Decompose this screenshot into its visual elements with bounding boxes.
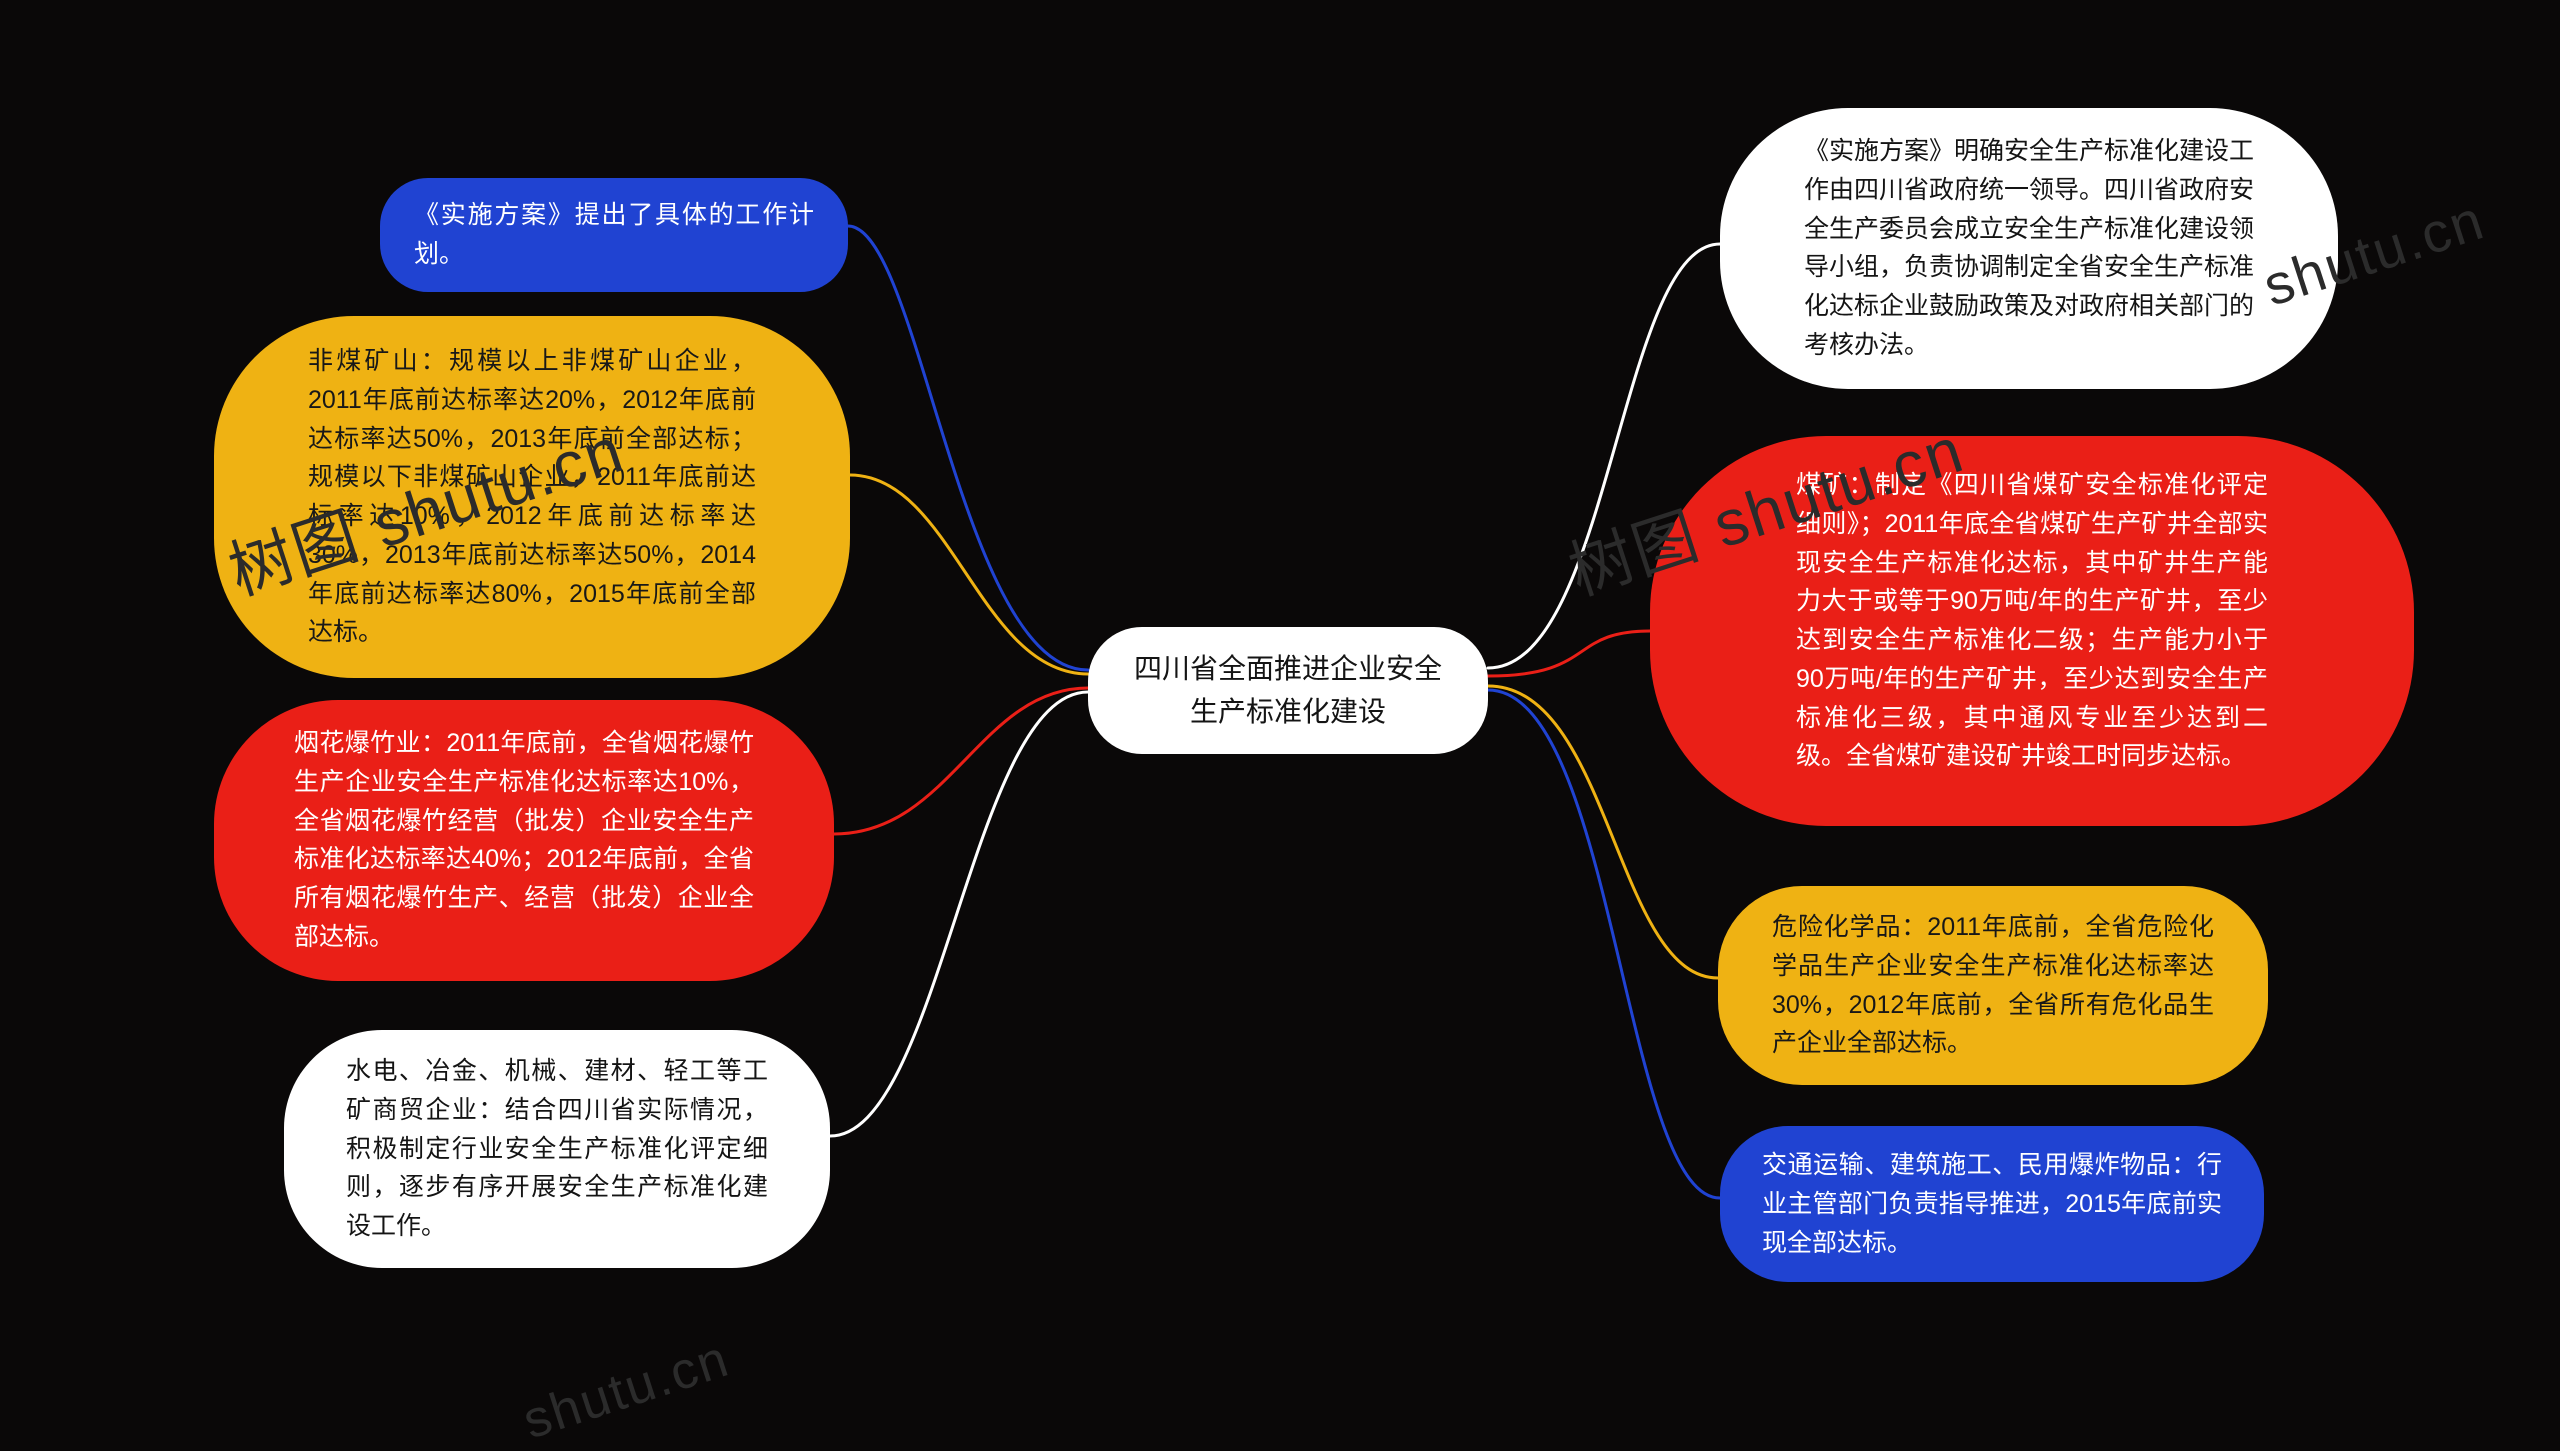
mindmap-node-L4[interactable]: 水电、冶金、机械、建材、轻工等工矿商贸企业：结合四川省实际情况，积极制定行业安全… xyxy=(284,1030,830,1268)
mindmap-node-label: 危险化学品：2011年底前，全省危险化学品生产企业安全生产标准化达标率达30%，… xyxy=(1772,913,2214,1057)
mindmap-node-label: 《实施方案》明确安全生产标准化建设工作由四川省政府统一领导。四川省政府安全生产委… xyxy=(1804,137,2254,359)
mindmap-node-label: 水电、冶金、机械、建材、轻工等工矿商贸企业：结合四川省实际情况，积极制定行业安全… xyxy=(346,1057,768,1240)
edge-R4 xyxy=(1488,690,1720,1198)
watermark: shutu.cn xyxy=(516,1329,737,1451)
mindmap-node-label: 煤矿：制定《四川省煤矿安全标准化评定细则》；2011年底全省煤矿生产矿井全部实现… xyxy=(1796,471,2268,770)
edge-L3 xyxy=(834,688,1088,834)
mindmap-node-L2[interactable]: 非煤矿山：规模以上非煤矿山企业，2011年底前达标率达20%，2012年底前达标… xyxy=(214,316,850,678)
mindmap-node-label: 《实施方案》提出了具体的工作计划。 xyxy=(414,201,814,268)
mindmap-node-R1[interactable]: 《实施方案》明确安全生产标准化建设工作由四川省政府统一领导。四川省政府安全生产委… xyxy=(1720,108,2338,389)
mindmap-center-node[interactable]: 四川省全面推进企业安全生产标准化建设 xyxy=(1088,627,1488,754)
mindmap-center-label: 四川省全面推进企业安全生产标准化建设 xyxy=(1134,647,1442,734)
edge-R2 xyxy=(1488,631,1650,676)
edge-L1 xyxy=(848,226,1088,670)
mindmap-node-label: 非煤矿山：规模以上非煤矿山企业，2011年底前达标率达20%，2012年底前达标… xyxy=(308,347,756,646)
mindmap-node-R2[interactable]: 煤矿：制定《四川省煤矿安全标准化评定细则》；2011年底全省煤矿生产矿井全部实现… xyxy=(1650,436,2414,826)
mindmap-node-R3[interactable]: 危险化学品：2011年底前，全省危险化学品生产企业安全生产标准化达标率达30%，… xyxy=(1718,886,2268,1085)
mindmap-node-L1[interactable]: 《实施方案》提出了具体的工作计划。 xyxy=(380,178,848,292)
edge-L2 xyxy=(850,475,1088,674)
mindmap-node-L3[interactable]: 烟花爆竹业：2011年底前，全省烟花爆竹生产企业安全生产标准化达标率达10%，全… xyxy=(214,700,834,981)
edge-L4 xyxy=(830,692,1088,1136)
mindmap-node-R4[interactable]: 交通运输、建筑施工、民用爆炸物品：行业主管部门负责指导推进，2015年底前实现全… xyxy=(1720,1126,2264,1282)
mindmap-node-label: 烟花爆竹业：2011年底前，全省烟花爆竹生产企业安全生产标准化达标率达10%，全… xyxy=(294,729,754,951)
mindmap-node-label: 交通运输、建筑施工、民用爆炸物品：行业主管部门负责指导推进，2015年底前实现全… xyxy=(1762,1151,2222,1257)
